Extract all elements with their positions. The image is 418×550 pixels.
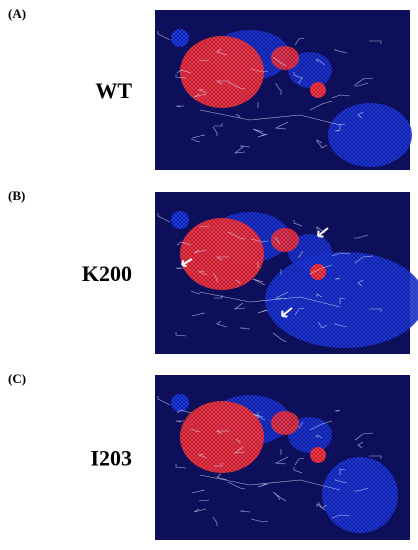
structure-image (155, 375, 410, 540)
panel-label: (C) (8, 371, 26, 386)
red-surface (310, 82, 326, 98)
backbone-wire (157, 396, 382, 526)
variant-name: K200 (82, 261, 132, 286)
arrow (181, 258, 193, 268)
blue-surface (171, 394, 189, 412)
arrow (281, 307, 293, 318)
backbone-wire (157, 31, 382, 154)
red-surface (271, 46, 299, 70)
blue-surface (288, 417, 332, 453)
structure-image (155, 10, 412, 170)
panel-label: (A) (8, 6, 26, 21)
blue-surface (328, 103, 412, 167)
variant-name: I203 (90, 446, 132, 471)
red-surface (180, 401, 264, 473)
red-surface (310, 264, 326, 280)
arrow (317, 227, 329, 238)
red-surface (310, 447, 326, 463)
variant-name: WT (95, 78, 132, 103)
structure-image (155, 192, 418, 354)
blue-surface (288, 234, 332, 270)
blue-surface (171, 29, 189, 47)
blue-surface (171, 211, 189, 229)
red-surface (271, 411, 299, 435)
blue-surface (265, 252, 418, 348)
red-surface (180, 218, 264, 290)
red-surface (180, 36, 264, 108)
blue-surface (322, 457, 398, 533)
red-surface (271, 228, 299, 252)
panel-label: (B) (8, 188, 25, 203)
backbone-wire (157, 213, 382, 343)
blue-surface (288, 52, 332, 88)
